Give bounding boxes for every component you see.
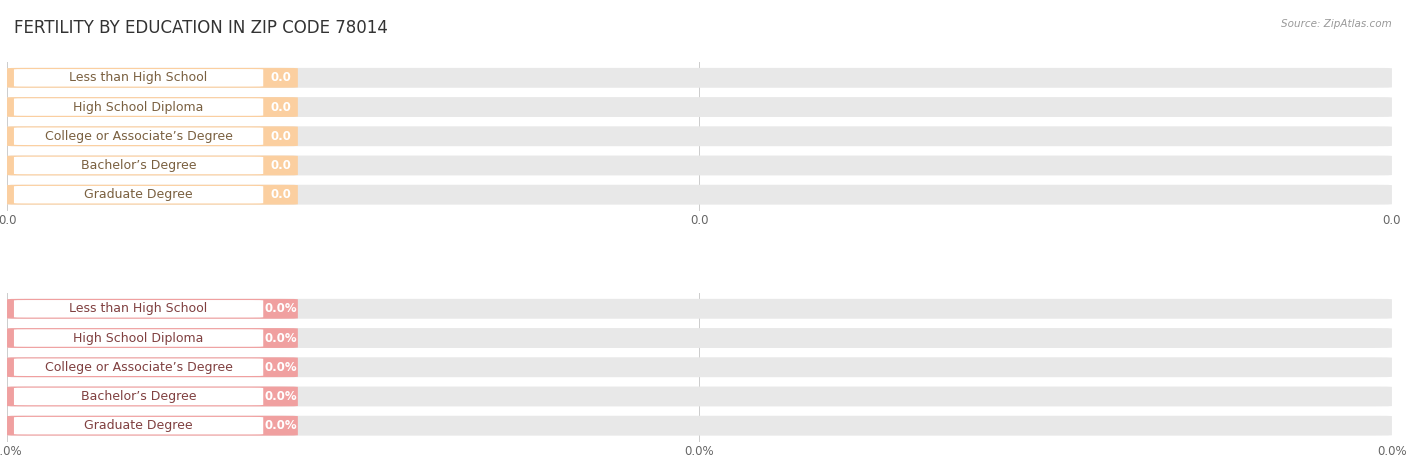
Text: 0.0%: 0.0%: [264, 302, 297, 315]
Text: 0.0%: 0.0%: [264, 419, 297, 432]
Text: Bachelor’s Degree: Bachelor’s Degree: [82, 390, 197, 403]
FancyBboxPatch shape: [7, 387, 1392, 407]
FancyBboxPatch shape: [14, 359, 263, 376]
FancyBboxPatch shape: [7, 357, 1392, 377]
FancyBboxPatch shape: [14, 186, 263, 203]
FancyBboxPatch shape: [7, 299, 298, 319]
Text: Bachelor’s Degree: Bachelor’s Degree: [82, 159, 197, 172]
FancyBboxPatch shape: [7, 68, 298, 88]
FancyBboxPatch shape: [7, 155, 1392, 175]
Text: 0.0%: 0.0%: [264, 361, 297, 374]
Text: Less than High School: Less than High School: [69, 71, 208, 85]
FancyBboxPatch shape: [14, 98, 263, 116]
FancyBboxPatch shape: [14, 329, 263, 347]
Text: College or Associate’s Degree: College or Associate’s Degree: [45, 361, 232, 374]
Text: 0.0: 0.0: [270, 101, 291, 114]
Text: College or Associate’s Degree: College or Associate’s Degree: [45, 130, 232, 143]
FancyBboxPatch shape: [7, 416, 298, 436]
Text: High School Diploma: High School Diploma: [73, 101, 204, 114]
FancyBboxPatch shape: [14, 127, 263, 145]
Text: Graduate Degree: Graduate Degree: [84, 419, 193, 432]
FancyBboxPatch shape: [14, 388, 263, 405]
Text: High School Diploma: High School Diploma: [73, 332, 204, 344]
FancyBboxPatch shape: [14, 300, 263, 318]
FancyBboxPatch shape: [7, 155, 298, 175]
FancyBboxPatch shape: [14, 417, 263, 435]
Text: Graduate Degree: Graduate Degree: [84, 188, 193, 201]
FancyBboxPatch shape: [7, 97, 1392, 117]
FancyBboxPatch shape: [7, 328, 1392, 348]
FancyBboxPatch shape: [7, 185, 1392, 205]
Text: 0.0%: 0.0%: [264, 332, 297, 344]
FancyBboxPatch shape: [7, 185, 298, 205]
FancyBboxPatch shape: [7, 328, 298, 348]
FancyBboxPatch shape: [7, 299, 1392, 319]
FancyBboxPatch shape: [7, 416, 1392, 436]
Text: Less than High School: Less than High School: [69, 302, 208, 315]
Text: 0.0%: 0.0%: [264, 390, 297, 403]
FancyBboxPatch shape: [7, 126, 298, 146]
FancyBboxPatch shape: [7, 357, 298, 377]
Text: 0.0: 0.0: [270, 188, 291, 201]
FancyBboxPatch shape: [7, 97, 298, 117]
Text: FERTILITY BY EDUCATION IN ZIP CODE 78014: FERTILITY BY EDUCATION IN ZIP CODE 78014: [14, 19, 388, 37]
FancyBboxPatch shape: [7, 126, 1392, 146]
Text: 0.0: 0.0: [270, 71, 291, 85]
Text: 0.0: 0.0: [270, 130, 291, 143]
Text: 0.0: 0.0: [270, 159, 291, 172]
FancyBboxPatch shape: [7, 387, 298, 407]
Text: Source: ZipAtlas.com: Source: ZipAtlas.com: [1281, 19, 1392, 29]
FancyBboxPatch shape: [7, 68, 1392, 88]
FancyBboxPatch shape: [14, 157, 263, 174]
FancyBboxPatch shape: [14, 69, 263, 86]
